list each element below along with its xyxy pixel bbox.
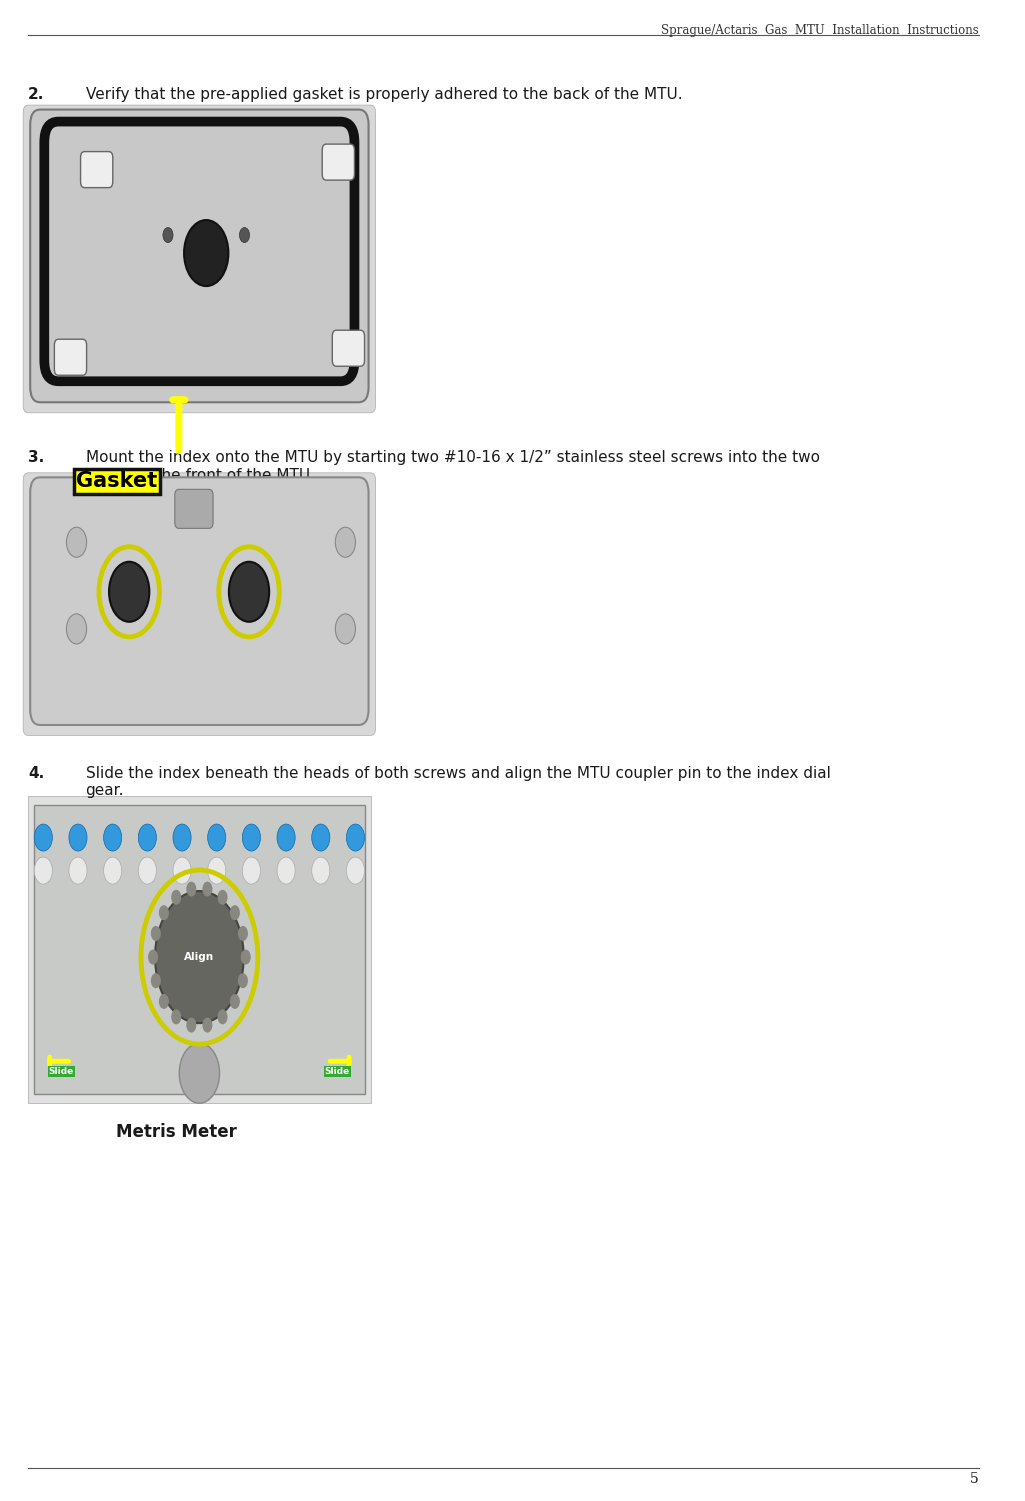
Circle shape <box>187 881 197 896</box>
Circle shape <box>217 890 228 905</box>
FancyBboxPatch shape <box>29 796 371 1103</box>
Circle shape <box>163 228 173 243</box>
Circle shape <box>238 926 248 941</box>
Circle shape <box>277 824 295 851</box>
Circle shape <box>238 973 248 988</box>
Circle shape <box>229 561 270 621</box>
Text: Align: Align <box>184 952 214 962</box>
Circle shape <box>312 857 330 884</box>
Text: Metris Meter: Metris Meter <box>116 1123 237 1141</box>
FancyBboxPatch shape <box>24 105 375 413</box>
Circle shape <box>67 527 86 557</box>
Circle shape <box>242 824 260 851</box>
Circle shape <box>335 614 356 644</box>
Text: Slide: Slide <box>325 1067 350 1076</box>
Circle shape <box>241 950 251 965</box>
Circle shape <box>230 994 240 1009</box>
FancyBboxPatch shape <box>30 477 369 725</box>
Text: Mount the index onto the MTU by starting two #10-16 x 1/2” stainless steel screw: Mount the index onto the MTU by starting… <box>86 450 820 483</box>
Circle shape <box>171 890 181 905</box>
Text: 3.: 3. <box>29 450 44 465</box>
Circle shape <box>346 857 365 884</box>
Circle shape <box>148 950 158 965</box>
Circle shape <box>155 892 244 1024</box>
Circle shape <box>171 1009 181 1024</box>
Text: Sprague/Actaris  Gas  MTU  Installation  Instructions: Sprague/Actaris Gas MTU Installation Ins… <box>661 24 979 38</box>
Circle shape <box>138 857 157 884</box>
FancyBboxPatch shape <box>322 144 355 180</box>
Circle shape <box>151 973 161 988</box>
FancyBboxPatch shape <box>34 805 365 1094</box>
FancyBboxPatch shape <box>30 110 369 402</box>
FancyBboxPatch shape <box>332 330 365 366</box>
Circle shape <box>159 994 169 1009</box>
Text: Gasket: Gasket <box>76 471 158 491</box>
Circle shape <box>104 824 122 851</box>
Circle shape <box>151 926 161 941</box>
Text: 2.: 2. <box>29 87 44 102</box>
Circle shape <box>69 824 87 851</box>
Circle shape <box>179 1043 219 1103</box>
Circle shape <box>187 1018 197 1033</box>
Text: Slide the index beneath the heads of both screws and align the MTU coupler pin t: Slide the index beneath the heads of bot… <box>86 766 830 799</box>
Circle shape <box>217 1009 228 1024</box>
Circle shape <box>184 221 229 287</box>
Circle shape <box>138 824 157 851</box>
Circle shape <box>208 857 226 884</box>
Circle shape <box>104 857 122 884</box>
Circle shape <box>34 824 52 851</box>
Circle shape <box>67 614 86 644</box>
Text: 5: 5 <box>970 1472 979 1486</box>
Circle shape <box>69 857 87 884</box>
Circle shape <box>34 857 52 884</box>
Circle shape <box>173 857 191 884</box>
Circle shape <box>173 824 191 851</box>
Circle shape <box>240 228 249 243</box>
Circle shape <box>109 561 150 621</box>
FancyBboxPatch shape <box>24 473 375 735</box>
Circle shape <box>230 905 240 920</box>
Circle shape <box>202 1018 212 1033</box>
FancyBboxPatch shape <box>175 489 213 528</box>
Circle shape <box>202 881 212 896</box>
Circle shape <box>312 824 330 851</box>
Text: Verify that the pre-applied gasket is properly adhered to the back of the MTU.: Verify that the pre-applied gasket is pr… <box>86 87 683 102</box>
Circle shape <box>208 824 226 851</box>
Circle shape <box>277 857 295 884</box>
Circle shape <box>242 857 260 884</box>
Circle shape <box>346 824 365 851</box>
Circle shape <box>335 527 356 557</box>
FancyBboxPatch shape <box>81 152 113 188</box>
FancyBboxPatch shape <box>54 339 86 375</box>
Text: Slide: Slide <box>49 1067 74 1076</box>
Circle shape <box>159 905 169 920</box>
Text: 4.: 4. <box>29 766 44 781</box>
